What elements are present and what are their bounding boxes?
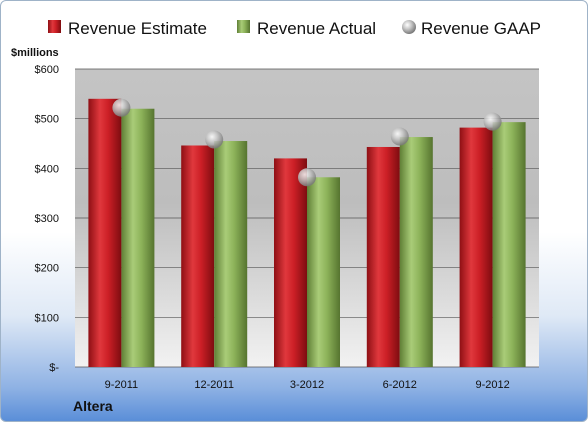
y-tick-label: $500 <box>35 114 59 126</box>
y-tick-label: $200 <box>35 263 59 275</box>
gaap-marker <box>390 127 409 146</box>
gaap-markers <box>112 98 502 187</box>
x-tick-label: 12-2011 <box>194 379 234 391</box>
gaap-marker <box>205 130 224 149</box>
gaap-marker <box>298 168 316 187</box>
legend-item-actual: Revenue Actual <box>237 19 376 38</box>
bar-estimate <box>88 98 122 368</box>
bar-estimate <box>459 127 493 368</box>
x-tick-label: 6-2012 <box>383 379 417 391</box>
y-tick-label: $400 <box>35 163 59 175</box>
company-name: Altera <box>73 398 113 414</box>
x-tick-label: 9-2011 <box>105 379 138 391</box>
y-tick-label: $100 <box>35 312 59 324</box>
bar-estimate <box>274 158 307 367</box>
bars <box>88 98 526 368</box>
gaap-marker <box>483 112 502 131</box>
legend-swatch-estimate <box>48 20 61 33</box>
bar-actual <box>121 108 155 367</box>
legend-item-estimate: Revenue Estimate <box>48 19 207 38</box>
bar-actual <box>307 177 340 367</box>
legend-label-actual: Revenue Actual <box>257 19 376 38</box>
x-tick-label: 9-2012 <box>475 379 509 391</box>
bar-estimate <box>366 146 400 367</box>
bar-estimate <box>181 145 215 367</box>
legend-label-estimate: Revenue Estimate <box>68 19 207 38</box>
legend: Revenue Estimate Revenue Actual Revenue … <box>48 19 541 38</box>
bar-actual <box>399 137 433 367</box>
y-axis-ticks: $- $100 $200 $300 $400 $500 $600 <box>35 64 60 374</box>
x-axis-ticks: 9-2011 12-2011 3-2012 6-2012 9-2012 <box>105 379 510 391</box>
legend-swatch-actual <box>237 20 250 33</box>
legend-label-gaap: Revenue GAAP <box>421 19 541 38</box>
bar-actual <box>492 122 526 367</box>
bar-actual <box>214 141 248 367</box>
y-tick-label: $- <box>49 362 59 374</box>
legend-swatch-gaap <box>402 20 416 34</box>
legend-item-gaap: Revenue GAAP <box>402 19 541 38</box>
gaap-marker <box>112 98 131 117</box>
x-tick-label: 3-2012 <box>290 379 324 391</box>
y-tick-label: $300 <box>35 213 59 225</box>
y-tick-label: $600 <box>35 64 59 76</box>
y-unit-label: $millions <box>11 47 59 59</box>
